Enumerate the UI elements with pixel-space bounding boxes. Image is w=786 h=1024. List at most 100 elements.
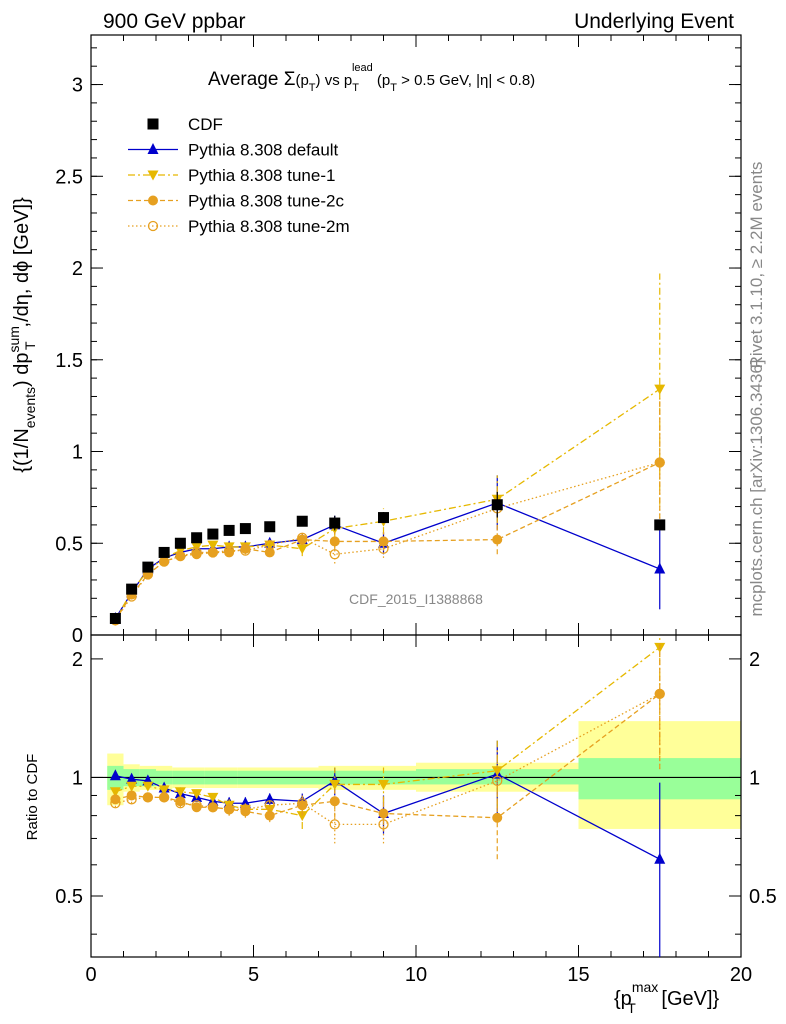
ratio-point-tune1 — [158, 785, 170, 796]
main-point-tune2m — [240, 545, 251, 556]
ratio-y-tick-label-right: 1 — [749, 767, 760, 789]
main-y-axis-label: {(1/Nevents) dpsumT,/dη, dϕ [GeV]} — [6, 197, 38, 473]
ratio-point-tune2m — [240, 804, 251, 815]
main-point-data — [491, 499, 503, 511]
ratio-point-tune2c — [264, 810, 275, 821]
main-point-tune2c — [329, 536, 340, 547]
main-point-tune1 — [654, 384, 666, 395]
ratio-point-tune2c — [492, 812, 503, 823]
main-point-tune2m — [223, 545, 235, 556]
legend-marker-tune1 — [147, 170, 159, 181]
main-point-tune2m — [329, 549, 340, 560]
legend-label-default: Pythia 8.308 default — [188, 141, 339, 160]
header-right-label: Underlying Event — [574, 10, 734, 33]
main-point-tune2m — [264, 539, 275, 551]
main-y-tick-label: 0 — [72, 625, 83, 647]
ratio-point-tune2c — [329, 796, 340, 807]
ratio-point-tune1 — [142, 781, 154, 792]
ratio-point-default — [109, 769, 121, 781]
ratio-point-default — [654, 852, 666, 864]
ratio-point-default — [126, 772, 138, 784]
x-tick-label: 15 — [567, 964, 589, 986]
main-point-data — [126, 583, 138, 595]
x-tick-label: 10 — [405, 964, 427, 986]
x-tick-label: 5 — [248, 964, 259, 986]
ratio-point-tune1 — [109, 787, 121, 798]
ratio-point-tune2m — [110, 798, 121, 809]
main-point-data — [264, 521, 276, 533]
watermark-label: CDF_2015_I1388868 — [349, 591, 483, 607]
main-point-data — [654, 519, 666, 531]
ratio-line-tune2m — [115, 693, 661, 826]
ratio-y-tick-label: 1 — [72, 767, 83, 789]
main-line-tune2c — [114, 461, 661, 621]
main-y-tick-label: 3 — [72, 75, 83, 97]
ratio-point-tune2m — [297, 798, 308, 809]
ratio-frame-group: 0.5 0.51 12 20 5 10 15 20 — [55, 634, 777, 986]
main-point-tune2m — [654, 457, 665, 468]
ratio-point-tune2c — [654, 688, 665, 699]
ratio-point-tune2m — [654, 688, 665, 700]
main-line-tune1 — [114, 388, 661, 621]
ratio-point-tune2m — [223, 804, 235, 815]
main-point-tune2c — [175, 551, 186, 562]
ratio-point-tune2m — [492, 775, 503, 787]
main-point-data — [329, 517, 341, 529]
main-y-tick-label: 1 — [72, 442, 83, 464]
header-left-label: 900 GeV ppbar — [103, 10, 245, 33]
rivet-version-label: Rivet 3.1.10, ≥ 2.2M events — [747, 162, 766, 369]
mcplots-label: mcplots.cern.ch [arXiv:1306.3436] — [747, 359, 766, 616]
ratio-point-tune1 — [174, 787, 186, 798]
ratio-point-tune2m — [126, 794, 137, 805]
main-point-tune1 — [207, 540, 219, 551]
ratio-y-tick-label-right: 0.5 — [749, 886, 777, 908]
ratio-point-tune2m — [378, 819, 389, 830]
main-plot-area: 0 0.5 1 1.5 2 2.5 3 — [55, 34, 742, 647]
legend-label-tune1: Pythia 8.308 tune-1 — [188, 166, 335, 185]
main-point-data — [296, 515, 308, 527]
main-y-tick-label: 0.5 — [55, 533, 83, 555]
ratio-point-tune1 — [207, 792, 219, 803]
legend-marker-tune2m — [147, 220, 159, 232]
main-y-tick-label: 2.5 — [55, 166, 83, 188]
legend-marker-tune2c — [148, 195, 158, 206]
main-point-tune2m — [207, 547, 219, 558]
main-point-tune1 — [296, 544, 308, 555]
ratio-point-tune2c — [378, 808, 389, 819]
main-point-tune2c — [207, 547, 218, 558]
legend-marker-default — [147, 143, 159, 154]
main-point-data — [239, 523, 251, 535]
ratio-point-tune2c — [126, 790, 137, 801]
ratio-y-axis-label: Ratio to CDF — [24, 754, 41, 841]
ratio-point-tune2m — [175, 798, 186, 809]
ratio-point-tune1 — [329, 779, 341, 790]
main-point-tune1 — [223, 542, 235, 553]
main-title: Average Σ(pT) vs pTlead (pT > 0.5 GeV, |… — [208, 62, 535, 94]
ratio-point-tune2c — [224, 804, 235, 815]
main-point-data — [109, 612, 121, 624]
legend-marker-data — [147, 118, 159, 130]
main-point-tune2c — [492, 534, 503, 545]
main-y-tick-label: 1.5 — [55, 350, 83, 372]
main-point-tune2m — [175, 550, 186, 562]
main-point-tune2m — [378, 543, 389, 554]
ratio-point-tune2m — [264, 800, 275, 811]
ratio-point-tune1 — [378, 779, 389, 790]
main-point-data — [158, 546, 170, 558]
ratio-point-tune2m — [329, 819, 340, 830]
main-point-tune2m — [297, 532, 308, 543]
ratio-point-tune2m — [191, 800, 202, 811]
main-point-default — [654, 562, 666, 574]
main-point-data — [223, 524, 235, 536]
ratio-y-tick-label-right: 2 — [749, 649, 760, 671]
ratio-y-tick-label: 0.5 — [55, 886, 83, 908]
ratio-point-tune1 — [191, 789, 203, 800]
legend: CDF Pythia 8.308 default Pythia 8.308 tune… — [128, 115, 350, 236]
ratio-point-tune2m — [207, 802, 219, 813]
legend-label-data: CDF — [188, 115, 223, 134]
ratio-point-tune1 — [126, 781, 138, 792]
x-tick-label: 0 — [85, 964, 96, 986]
main-point-tune2c — [264, 547, 275, 558]
x-axis-label: {pmax T [GeV]} — [614, 979, 720, 1016]
